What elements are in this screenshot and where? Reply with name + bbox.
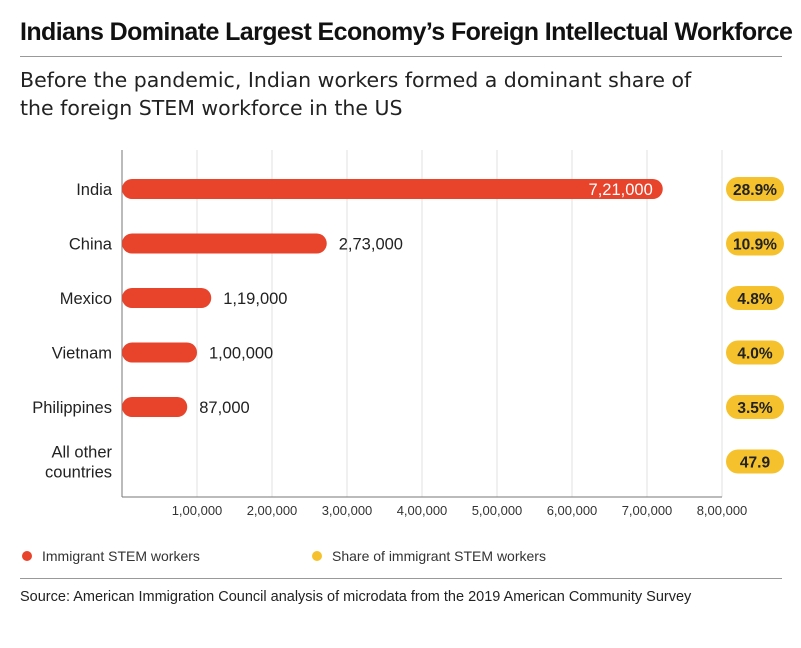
bar-value-label: 7,21,000 xyxy=(589,181,653,199)
x-tick-label: 3,00,000 xyxy=(322,503,373,518)
x-tick-label: 5,00,000 xyxy=(472,503,523,518)
title-divider xyxy=(20,56,782,57)
bar xyxy=(122,233,327,254)
share-pill xyxy=(726,340,784,365)
legend-swatch-workers xyxy=(22,551,32,561)
bar xyxy=(122,397,188,417)
legend-swatch-share xyxy=(312,551,322,561)
x-tick-label: 6,00,000 xyxy=(547,503,598,518)
category-label: India xyxy=(76,181,113,199)
legend-item-share: Share of immigrant STEM workers xyxy=(312,548,546,564)
category-label: All other countries xyxy=(45,444,112,482)
bar xyxy=(122,342,197,363)
bar-value-label: 1,19,000 xyxy=(223,290,287,308)
share-pill xyxy=(726,449,784,474)
share-pill xyxy=(726,177,784,201)
chart-title: Indians Dominate Largest Economy’s Forei… xyxy=(20,18,793,46)
share-value-label: 47.9 xyxy=(740,455,771,472)
category-label: Vietnam xyxy=(52,345,112,363)
x-tick-label: 4,00,000 xyxy=(397,503,448,518)
share-value-label: 4.0% xyxy=(737,346,773,363)
bar-chart: 1,00,000 2,00,000 3,00,000 4,00,000 5,00,000… xyxy=(32,150,784,518)
share-pill xyxy=(726,286,784,310)
category-label: Mexico xyxy=(60,290,112,308)
bar-value-label: 87,000 xyxy=(199,399,249,417)
legend-label-share: Share of immigrant STEM workers xyxy=(332,548,546,564)
legend-item-workers: Immigrant STEM workers xyxy=(22,548,200,564)
x-tick-label: 7,00,000 xyxy=(622,503,673,518)
source-note: Source: American Immigration Council ana… xyxy=(20,589,692,605)
share-value-label: 28.9% xyxy=(733,182,777,199)
share-value-label: 10.9% xyxy=(733,237,777,254)
x-tick-label: 2,00,000 xyxy=(247,503,298,518)
share-pill xyxy=(726,231,784,256)
source-divider xyxy=(20,578,782,579)
bar xyxy=(122,288,212,308)
share-value-label: 3.5% xyxy=(737,400,773,417)
share-pill xyxy=(726,395,784,419)
legend-label-workers: Immigrant STEM workers xyxy=(42,548,200,564)
bar-value-label: 1,00,000 xyxy=(209,345,273,363)
bar-value-label: 2,73,000 xyxy=(339,236,403,254)
bar xyxy=(122,179,663,199)
category-label: Philippines xyxy=(32,399,112,417)
x-tick-label: 8,00,000 xyxy=(697,503,748,518)
category-label: China xyxy=(69,236,113,254)
share-value-label: 4.8% xyxy=(737,291,773,308)
chart-subtitle: Before the pandemic, Indian workers form… xyxy=(20,68,692,120)
x-tick-label: 1,00,000 xyxy=(172,503,223,518)
